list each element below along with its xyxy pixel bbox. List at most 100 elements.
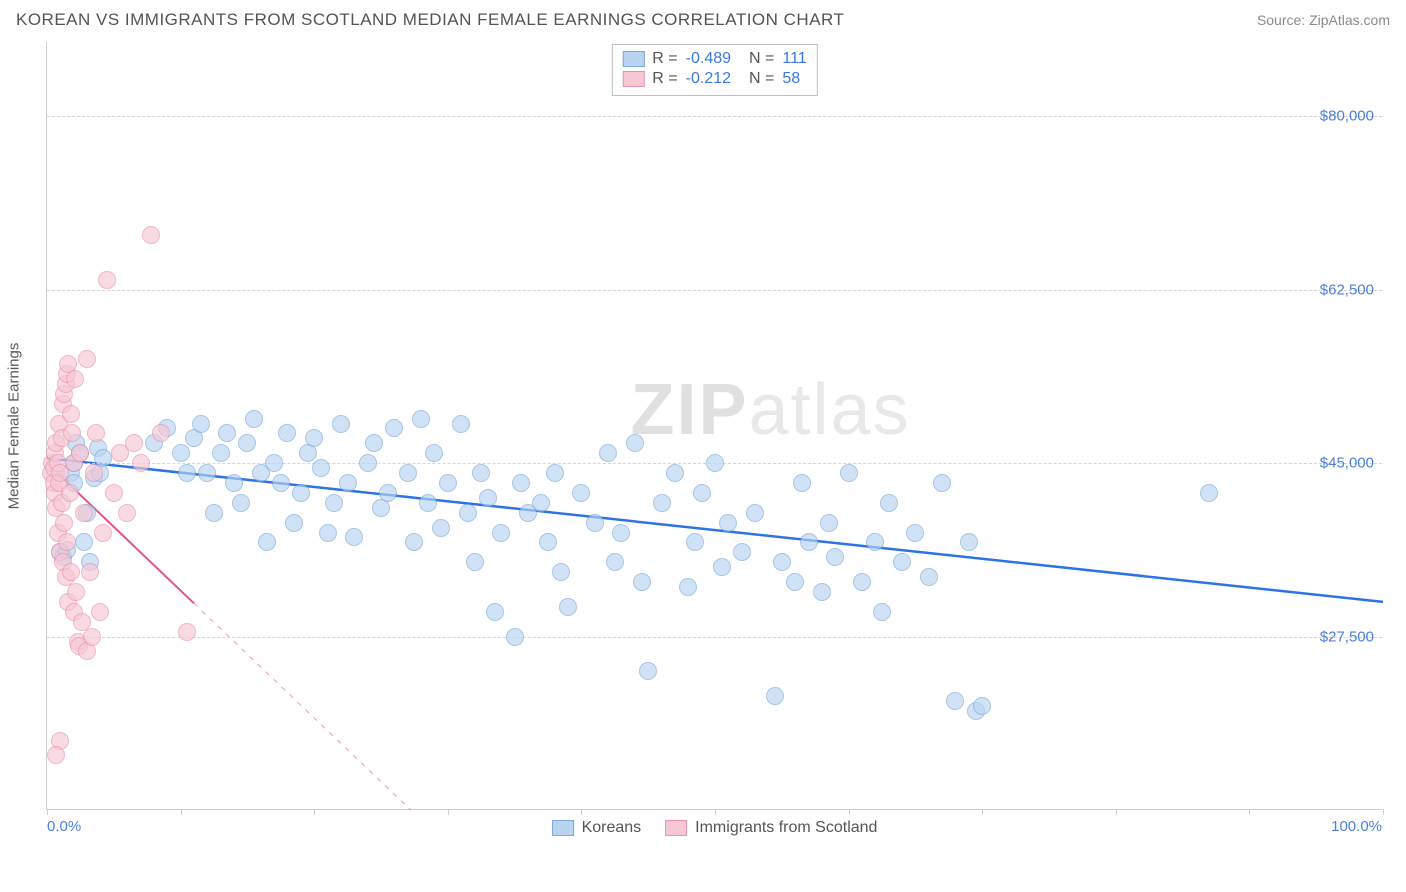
data-point <box>559 598 577 616</box>
data-point <box>713 558 731 576</box>
legend-n-label: N = <box>749 50 774 68</box>
x-tick <box>1116 809 1117 815</box>
data-point <box>853 573 871 591</box>
data-point <box>245 410 263 428</box>
data-point <box>292 484 310 502</box>
data-point <box>539 533 557 551</box>
data-point <box>933 474 951 492</box>
data-point <box>225 474 243 492</box>
x-axis-max-label: 100.0% <box>1331 818 1382 835</box>
data-point <box>359 454 377 472</box>
series-label: Koreans <box>582 819 642 837</box>
data-point <box>272 474 290 492</box>
data-point <box>125 434 143 452</box>
series-label: Immigrants from Scotland <box>695 819 877 837</box>
legend-n-value: 111 <box>782 50 806 68</box>
data-point <box>87 424 105 442</box>
data-point <box>232 494 250 512</box>
trend-lines-layer <box>47 42 1383 810</box>
data-point <box>626 434 644 452</box>
data-point <box>432 519 450 537</box>
data-point <box>946 692 964 710</box>
data-point <box>91 603 109 621</box>
data-point <box>63 424 81 442</box>
data-point <box>452 415 470 433</box>
data-point <box>679 578 697 596</box>
data-point <box>412 410 430 428</box>
y-tick-label: $80,000 <box>1320 108 1374 125</box>
legend-r-value: -0.489 <box>686 50 731 68</box>
data-point <box>305 429 323 447</box>
data-point <box>746 504 764 522</box>
data-point <box>466 553 484 571</box>
data-point <box>486 603 504 621</box>
data-point <box>285 514 303 532</box>
data-point <box>71 444 89 462</box>
data-point <box>345 528 363 546</box>
data-point <box>94 524 112 542</box>
data-point <box>586 514 604 532</box>
watermark: ZIPatlas <box>630 369 910 451</box>
series-legend-item: Immigrants from Scotland <box>665 819 877 837</box>
data-point <box>178 464 196 482</box>
data-point <box>192 415 210 433</box>
x-tick <box>982 809 983 815</box>
y-tick-label: $45,000 <box>1320 455 1374 472</box>
data-point <box>492 524 510 542</box>
data-point <box>546 464 564 482</box>
data-point <box>218 424 236 442</box>
data-point <box>1200 484 1218 502</box>
data-point <box>66 370 84 388</box>
data-point <box>265 454 283 472</box>
data-point <box>172 444 190 462</box>
data-point <box>532 494 550 512</box>
data-point <box>132 454 150 472</box>
data-point <box>258 533 276 551</box>
data-point <box>826 548 844 566</box>
data-point <box>733 543 751 561</box>
data-point <box>786 573 804 591</box>
data-point <box>439 474 457 492</box>
x-tick <box>448 809 449 815</box>
data-point <box>198 464 216 482</box>
y-tick-label: $27,500 <box>1320 628 1374 645</box>
data-point <box>47 746 65 764</box>
legend-swatch <box>552 820 574 836</box>
data-point <box>105 484 123 502</box>
data-point <box>880 494 898 512</box>
legend-r-value: -0.212 <box>686 70 731 88</box>
data-point <box>706 454 724 472</box>
data-point <box>332 415 350 433</box>
x-tick <box>314 809 315 815</box>
data-point <box>278 424 296 442</box>
data-point <box>906 524 924 542</box>
data-point <box>633 573 651 591</box>
data-point <box>55 514 73 532</box>
data-point <box>719 514 737 532</box>
x-tick <box>715 809 716 815</box>
data-point <box>472 464 490 482</box>
data-point <box>399 464 417 482</box>
data-point <box>840 464 858 482</box>
data-point <box>893 553 911 571</box>
data-point <box>339 474 357 492</box>
data-point <box>960 533 978 551</box>
data-point <box>686 533 704 551</box>
data-point <box>58 533 76 551</box>
data-point <box>78 350 96 368</box>
data-point <box>666 464 684 482</box>
gridline <box>47 290 1382 291</box>
data-point <box>142 226 160 244</box>
data-point <box>873 603 891 621</box>
data-point <box>425 444 443 462</box>
data-point <box>365 434 383 452</box>
data-point <box>205 504 223 522</box>
data-point <box>319 524 337 542</box>
data-point <box>639 662 657 680</box>
data-point <box>506 628 524 646</box>
data-point <box>75 504 93 522</box>
chart-title: KOREAN VS IMMIGRANTS FROM SCOTLAND MEDIA… <box>16 10 844 30</box>
plot-area: ZIPatlas R =-0.489N =111R =-0.212N =58 0… <box>46 42 1382 810</box>
chart-header: KOREAN VS IMMIGRANTS FROM SCOTLAND MEDIA… <box>0 0 1406 36</box>
legend-swatch <box>665 820 687 836</box>
